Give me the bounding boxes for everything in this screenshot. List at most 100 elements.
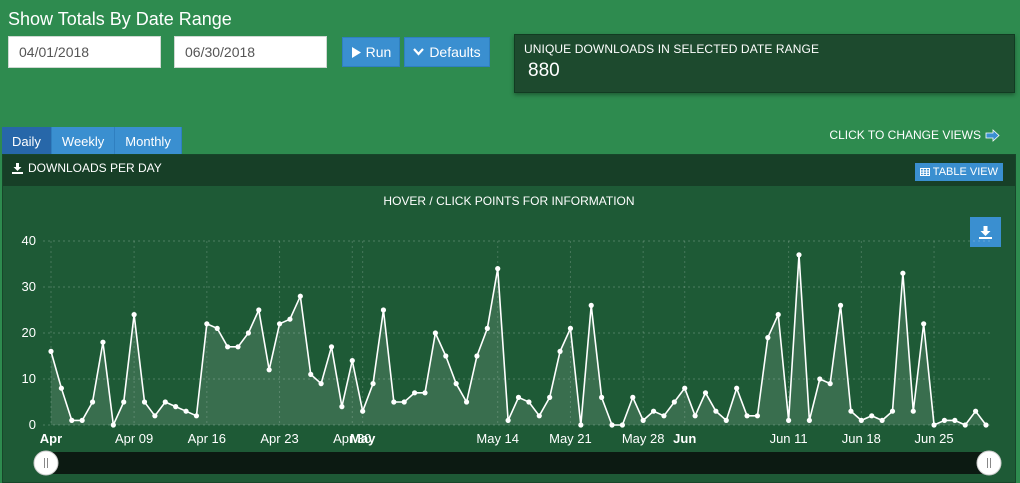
data-point[interactable]: [682, 385, 688, 391]
data-point[interactable]: [578, 422, 584, 428]
data-point[interactable]: [962, 422, 968, 428]
data-point[interactable]: [817, 376, 823, 382]
data-point[interactable]: [474, 353, 480, 359]
tab-monthly[interactable]: Monthly: [115, 127, 182, 155]
data-point[interactable]: [276, 321, 283, 327]
data-point[interactable]: [609, 422, 615, 428]
data-point[interactable]: [734, 385, 740, 391]
data-point[interactable]: [858, 417, 864, 423]
data-point[interactable]: [921, 321, 927, 327]
defaults-button[interactable]: Defaults: [404, 37, 490, 67]
data-point[interactable]: [401, 399, 407, 405]
data-point[interactable]: [702, 390, 709, 396]
data-point[interactable]: [100, 339, 106, 345]
data-point[interactable]: [235, 344, 241, 350]
end-date-input[interactable]: [174, 36, 327, 68]
run-button[interactable]: Run: [342, 37, 400, 67]
data-point[interactable]: [775, 312, 781, 318]
data-point[interactable]: [204, 321, 210, 327]
data-point[interactable]: [806, 417, 812, 423]
data-point[interactable]: [297, 293, 303, 299]
data-point[interactable]: [796, 252, 802, 258]
data-point[interactable]: [952, 417, 958, 423]
data-point[interactable]: [723, 417, 729, 423]
data-point[interactable]: [443, 353, 449, 359]
data-point[interactable]: [318, 381, 324, 387]
data-point[interactable]: [463, 399, 470, 405]
data-point[interactable]: [173, 404, 179, 410]
data-point[interactable]: [973, 408, 979, 414]
data-point[interactable]: [827, 381, 833, 387]
data-point[interactable]: [848, 408, 854, 414]
tab-weekly[interactable]: Weekly: [51, 127, 116, 155]
data-point[interactable]: [661, 413, 667, 419]
data-point[interactable]: [837, 302, 844, 308]
data-point[interactable]: [786, 417, 792, 423]
data-point[interactable]: [505, 417, 511, 423]
data-point[interactable]: [141, 399, 148, 405]
data-point[interactable]: [526, 399, 532, 405]
data-point[interactable]: [900, 270, 906, 276]
data-point[interactable]: [412, 390, 418, 396]
data-point[interactable]: [671, 399, 677, 405]
data-point[interactable]: [910, 408, 916, 414]
data-point[interactable]: [692, 413, 698, 419]
data-point[interactable]: [484, 325, 490, 331]
data-point[interactable]: [765, 335, 771, 341]
data-point[interactable]: [422, 390, 428, 396]
data-point[interactable]: [121, 399, 127, 405]
data-point[interactable]: [889, 408, 896, 414]
data-point[interactable]: [380, 307, 387, 313]
data-point[interactable]: [983, 422, 989, 428]
data-point[interactable]: [225, 344, 231, 350]
data-point[interactable]: [536, 413, 542, 419]
tab-daily[interactable]: Daily: [2, 127, 52, 155]
data-point[interactable]: [131, 312, 137, 318]
data-point[interactable]: [287, 316, 293, 322]
data-point[interactable]: [931, 422, 937, 428]
data-point[interactable]: [515, 394, 522, 400]
data-point[interactable]: [152, 413, 158, 419]
data-point[interactable]: [557, 348, 563, 354]
data-point[interactable]: [360, 408, 366, 414]
data-point[interactable]: [453, 381, 459, 387]
data-point[interactable]: [391, 399, 397, 405]
data-point[interactable]: [193, 413, 200, 419]
data-point[interactable]: [588, 302, 594, 308]
data-point[interactable]: [349, 358, 355, 364]
data-point[interactable]: [339, 404, 345, 410]
start-date-input[interactable]: [8, 36, 161, 68]
data-point[interactable]: [89, 399, 96, 405]
data-point[interactable]: [630, 394, 636, 400]
data-point[interactable]: [547, 394, 553, 400]
export-button[interactable]: [970, 217, 1001, 247]
data-point[interactable]: [245, 330, 251, 336]
data-point[interactable]: [58, 385, 64, 391]
data-point[interactable]: [69, 417, 75, 423]
data-point[interactable]: [214, 325, 220, 331]
data-point[interactable]: [869, 413, 875, 419]
data-point[interactable]: [308, 371, 314, 377]
data-point[interactable]: [941, 417, 948, 423]
range-handle-right[interactable]: [976, 450, 1002, 476]
data-point[interactable]: [744, 413, 750, 419]
table-view-button[interactable]: TABLE VIEW: [914, 163, 1003, 181]
data-point[interactable]: [79, 417, 85, 423]
data-point[interactable]: [619, 422, 625, 428]
data-point[interactable]: [754, 413, 761, 419]
data-point[interactable]: [432, 330, 438, 336]
range-handle-left[interactable]: [33, 450, 59, 476]
data-point[interactable]: [370, 381, 376, 387]
data-point[interactable]: [599, 394, 605, 400]
data-point[interactable]: [495, 266, 501, 272]
data-point[interactable]: [650, 408, 657, 414]
data-point[interactable]: [162, 399, 168, 405]
data-point[interactable]: [256, 307, 262, 313]
data-point[interactable]: [879, 417, 885, 423]
data-point[interactable]: [328, 344, 335, 350]
change-views-hint[interactable]: CLICK TO CHANGE VIEWS: [829, 128, 1000, 142]
data-point[interactable]: [567, 325, 574, 331]
data-point[interactable]: [48, 348, 54, 354]
data-point[interactable]: [640, 417, 646, 423]
data-point[interactable]: [266, 367, 272, 373]
